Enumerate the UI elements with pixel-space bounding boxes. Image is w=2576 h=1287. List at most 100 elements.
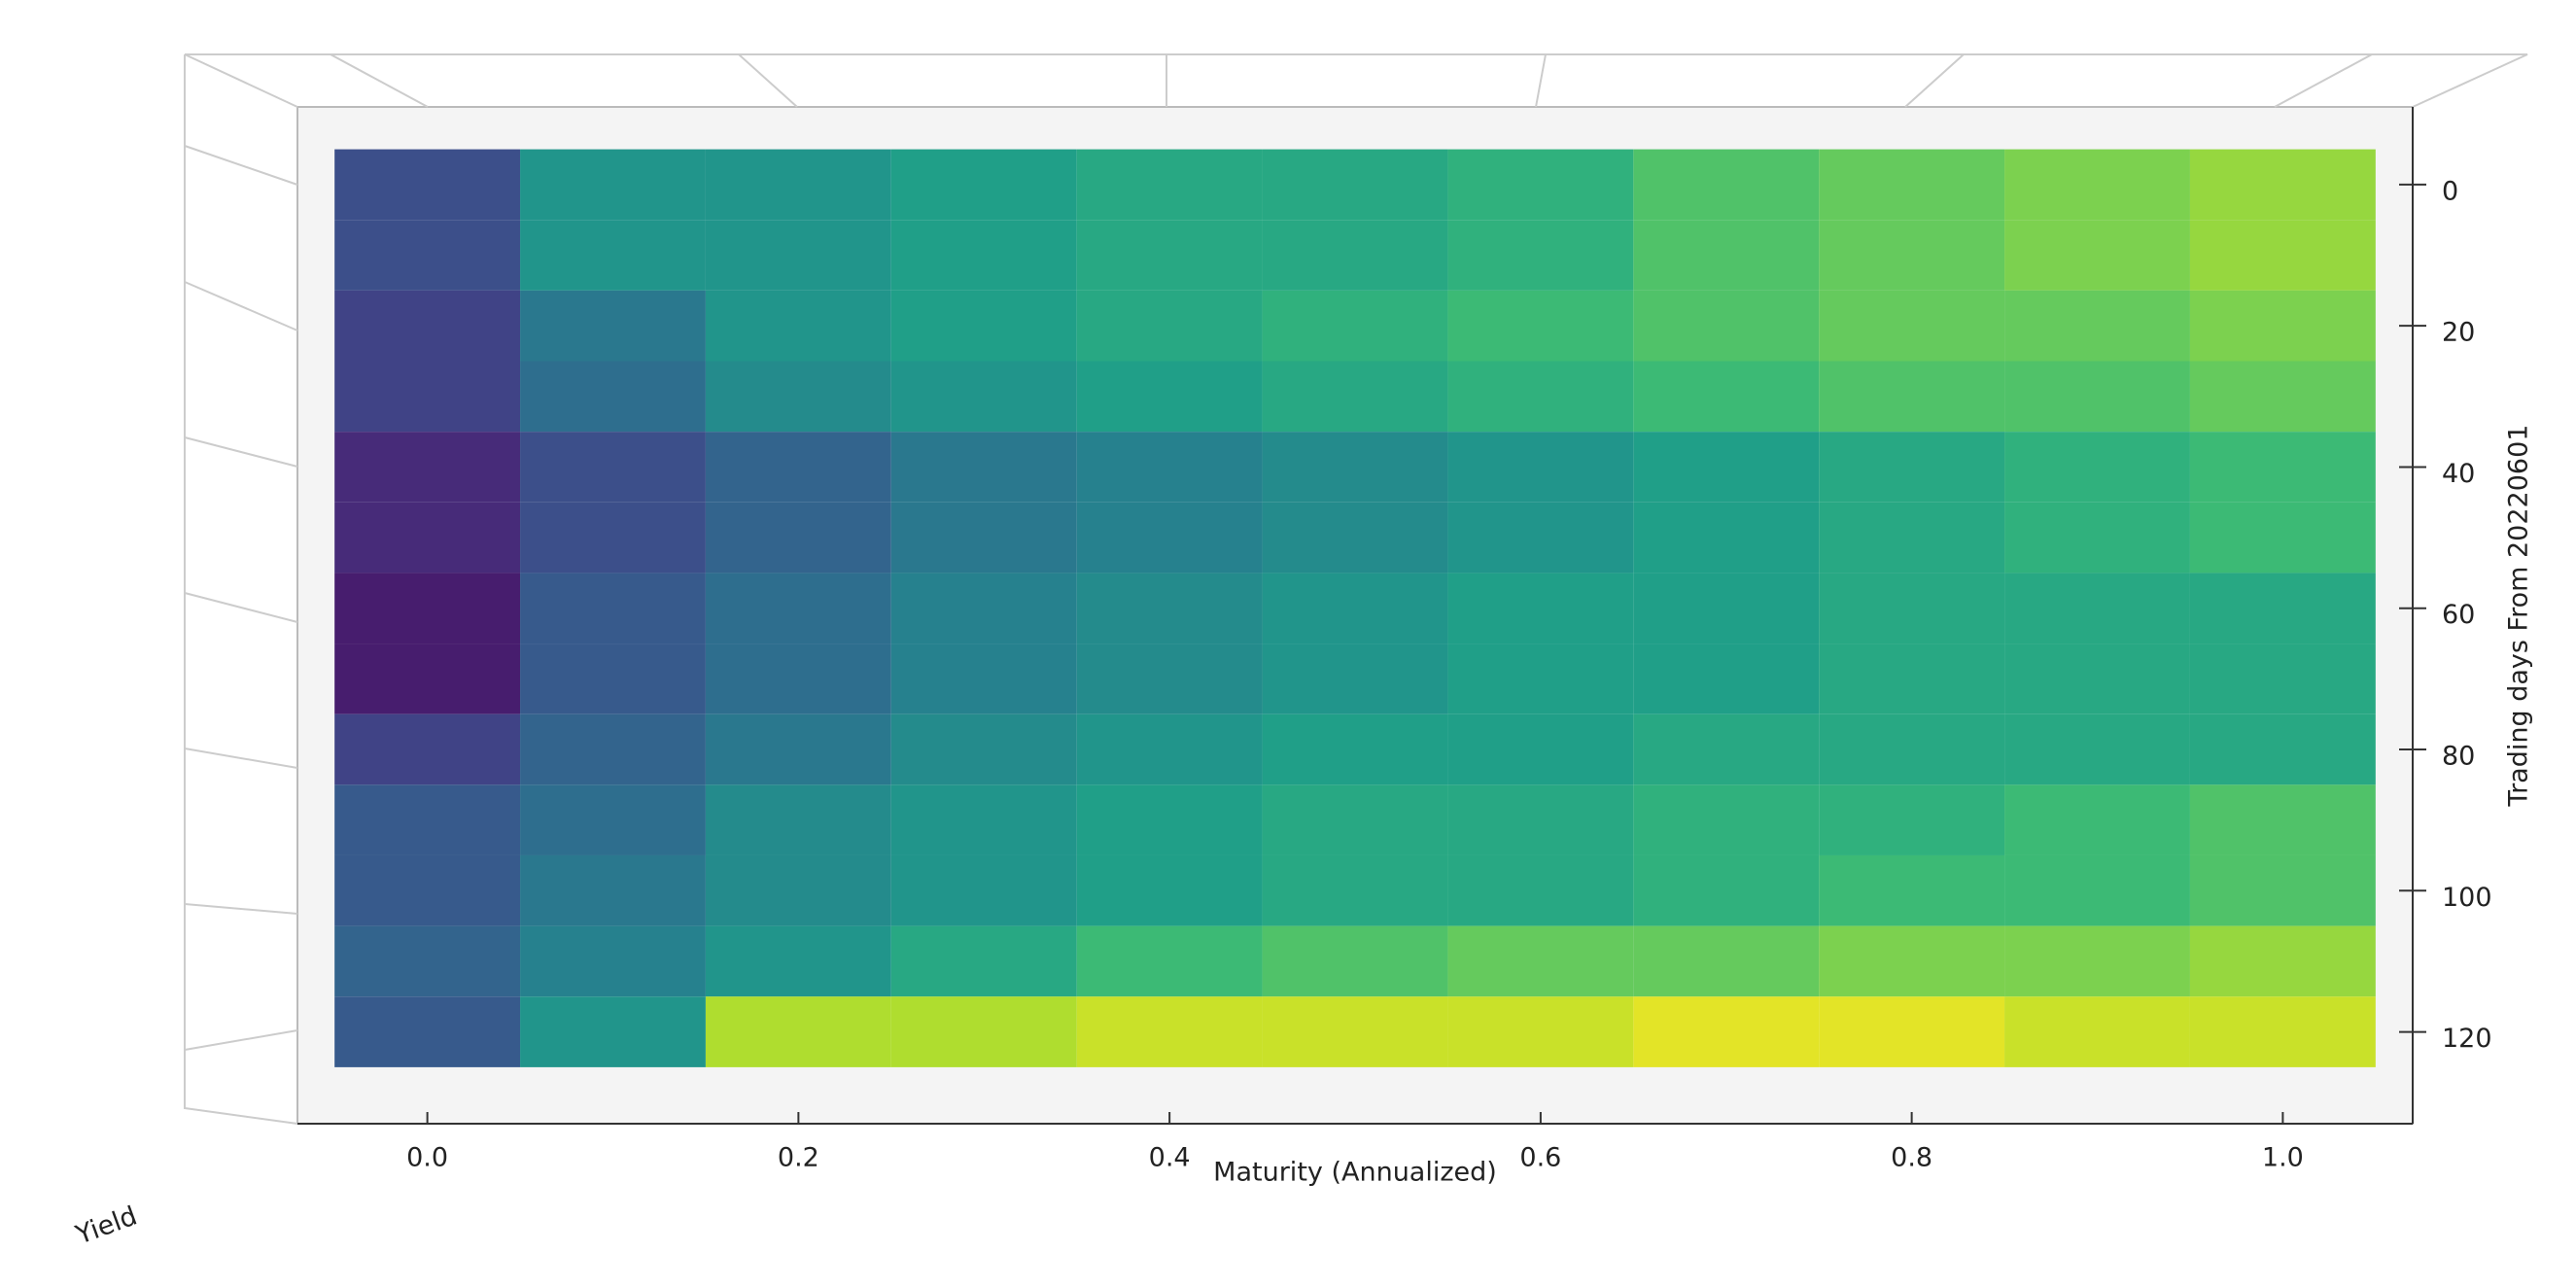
point-cell [1447, 713, 1634, 785]
point-cell [1633, 573, 1820, 644]
point-cell [1819, 361, 2005, 433]
point-cell [705, 573, 891, 644]
point-cell [1819, 854, 2005, 926]
point-cell [2004, 290, 2190, 362]
point-cell [2189, 713, 2376, 785]
point-cell [1262, 220, 1448, 291]
y-tick-label: 20 [2442, 318, 2475, 348]
point-cell [1819, 713, 2005, 785]
point-cell [2189, 644, 2376, 714]
point-cell [2189, 854, 2376, 926]
point-cell [1262, 573, 1448, 644]
point-cell [705, 713, 891, 785]
y-tick-label: 100 [2442, 883, 2492, 913]
point-cell [1076, 290, 1263, 362]
point-cell [705, 784, 891, 855]
point-cell [520, 854, 706, 926]
point-cell [1819, 996, 2005, 1067]
side-grid [184, 145, 298, 1051]
point-cell [705, 925, 891, 997]
point-cell [2004, 149, 2190, 221]
point-cell [705, 290, 891, 362]
y-tick-label: 120 [2442, 1024, 2492, 1054]
point-cell [705, 502, 891, 574]
point-cell [334, 713, 521, 785]
point-cell [2004, 644, 2190, 714]
point-cell [1262, 149, 1448, 221]
point-cell [1076, 432, 1263, 503]
point-cell [1819, 644, 2005, 714]
point-cell [705, 644, 891, 714]
point-cell [520, 502, 706, 574]
point-cell [1262, 784, 1448, 855]
point-cell [2189, 290, 2376, 362]
point-cell [520, 996, 706, 1067]
point-cell [1819, 432, 2005, 503]
point-cell [2004, 713, 2190, 785]
x-tick-label: 0.2 [778, 1143, 819, 1173]
point-cell [334, 854, 521, 926]
point-cell [1447, 432, 1634, 503]
point-cell [2004, 432, 2190, 503]
point-cell [520, 149, 706, 221]
point-cell [1076, 784, 1263, 855]
point-cell [334, 220, 521, 291]
point-cell [2004, 220, 2190, 291]
point-cell [1447, 644, 1634, 714]
point-cell [705, 361, 891, 433]
point-cell [2189, 996, 2376, 1067]
point-cell [1447, 784, 1634, 855]
point-cell [2004, 361, 2190, 433]
point-cell [890, 854, 1077, 926]
point-cell [520, 432, 706, 503]
x-tick-label: 0.0 [406, 1143, 448, 1173]
point-cell [1819, 220, 2005, 291]
points [334, 149, 2376, 1067]
point-cell [334, 290, 521, 362]
point-cell [2189, 361, 2376, 433]
point-cell [1262, 290, 1448, 362]
point-cell [1076, 996, 1263, 1067]
point-cell [520, 290, 706, 362]
point-cell [1447, 573, 1634, 644]
x-tick-label: 1.0 [2262, 1143, 2304, 1173]
point-cell [334, 361, 521, 433]
point-cell [1819, 290, 2005, 362]
z-axis-label: Yield [71, 1200, 141, 1250]
point-cell [334, 644, 521, 714]
x-tick-label: 0.6 [1519, 1143, 1561, 1173]
point-cell [1076, 713, 1263, 785]
point-cell [890, 432, 1077, 503]
point-cell [890, 573, 1077, 644]
point-cell [1447, 925, 1634, 997]
point-cell [1633, 290, 1820, 362]
point-cell [1262, 854, 1448, 926]
point-cell [705, 220, 891, 291]
point-cell [334, 502, 521, 574]
point-cell [890, 290, 1077, 362]
point-cell [1076, 149, 1263, 221]
point-cell [2189, 149, 2376, 221]
y-tick-label: 40 [2442, 459, 2475, 489]
point-cell [520, 925, 706, 997]
point-cell [1447, 149, 1634, 221]
point-cell [1633, 644, 1820, 714]
point-cell [334, 149, 521, 221]
point-cell [2189, 573, 2376, 644]
point-cell [1447, 502, 1634, 574]
point-cell [2004, 784, 2190, 855]
point-cell [1447, 290, 1634, 362]
point-cell [890, 644, 1077, 714]
point-cell [1819, 784, 2005, 855]
point-cell [890, 925, 1077, 997]
point-cell [2004, 854, 2190, 926]
point-cell [705, 432, 891, 503]
point-cell [2004, 573, 2190, 644]
point-cell [520, 644, 706, 714]
x-axis-label: Maturity (Annualized) [1213, 1158, 1497, 1188]
top-grid [330, 53, 2373, 108]
point-cell [890, 220, 1077, 291]
point-cell [890, 361, 1077, 433]
point-cell [1633, 432, 1820, 503]
